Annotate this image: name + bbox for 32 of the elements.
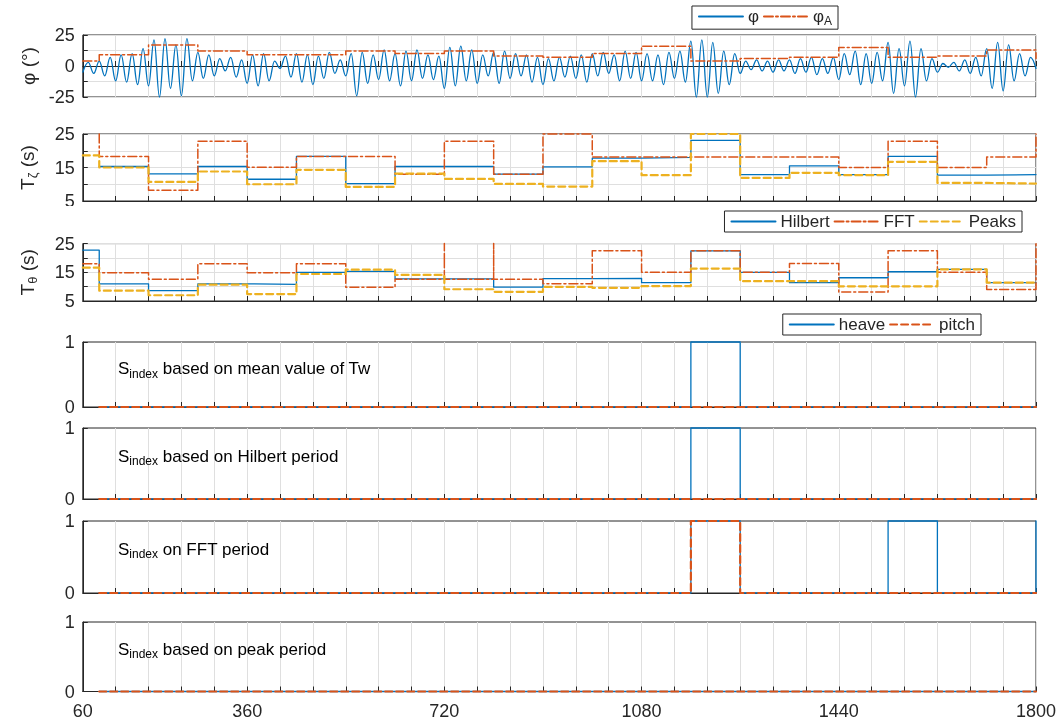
y-tick-label: -25: [48, 87, 75, 107]
x-tick-label: 1080: [621, 700, 662, 721]
x-tick-label: 1800: [1015, 700, 1057, 721]
y-tick-label: 0: [64, 56, 75, 76]
y-axis-title: φ (°): [17, 47, 39, 85]
x-tick-label: 360: [232, 700, 263, 721]
y-tick-label: 0: [64, 681, 75, 702]
y-tick-label: 1: [64, 612, 75, 632]
y-tick-label: 1: [64, 418, 75, 438]
y-tick-label: 0: [64, 583, 75, 603]
legend-label: pitch: [939, 315, 976, 334]
y-tick-label: 0: [64, 489, 75, 509]
y-tick-label: 0: [64, 397, 75, 417]
x-tick-label: 720: [429, 700, 460, 721]
y-tick-label: 5: [64, 291, 75, 311]
y-axis-title: Tθ (s): [16, 249, 40, 296]
x-tick-label: 60: [72, 700, 93, 721]
x-tick-label: 1440: [818, 700, 859, 721]
line-series: [82, 38, 1037, 98]
y-tick-label: 15: [54, 157, 75, 178]
legend-label: φ: [747, 7, 759, 26]
legend-label: Peaks: [968, 212, 1016, 231]
legend-label: FFT: [883, 212, 915, 231]
y-tick-label: 15: [54, 262, 75, 283]
y-tick-label: 25: [54, 25, 75, 45]
y-tick-label: 1: [64, 511, 75, 531]
y-tick-label: 1: [64, 332, 75, 352]
y-tick-label: 25: [54, 233, 75, 254]
legend-label: heave: [838, 315, 886, 334]
y-tick-label: 25: [54, 124, 75, 144]
y-axis-title: Tζ (s): [16, 145, 40, 190]
legend-label: Hilbert: [780, 212, 830, 231]
